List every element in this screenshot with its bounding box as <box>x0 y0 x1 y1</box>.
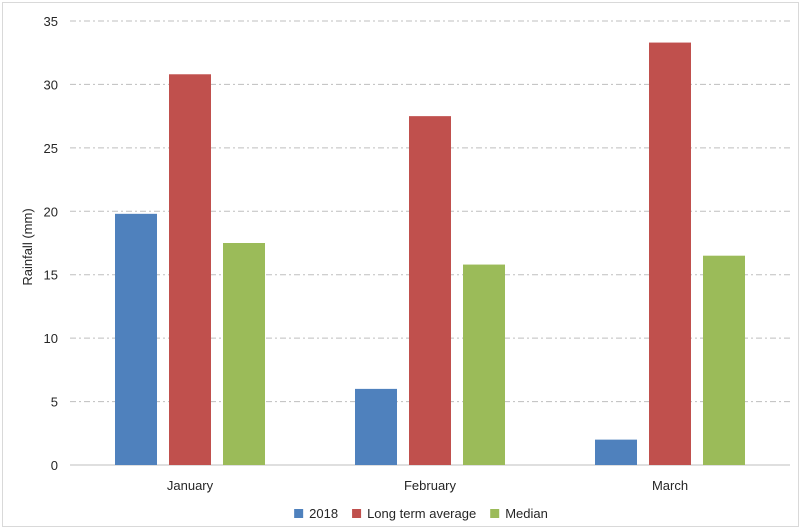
x-tick-label: February <box>404 478 457 493</box>
y-tick-label: 35 <box>44 14 58 29</box>
legend-item: Median <box>490 506 548 521</box>
legend-item: Long term average <box>352 506 476 521</box>
bar-long-term-average-march <box>649 42 691 466</box>
legend: 2018 Long term average Median <box>294 506 548 521</box>
legend-swatch <box>490 509 500 518</box>
y-tick-label: 10 <box>44 331 58 346</box>
legend-label: Long term average <box>367 506 476 521</box>
bar-median-january <box>223 243 265 465</box>
y-axis-title: Rainfall (mm) <box>20 208 35 285</box>
bar-2018-january <box>115 213 157 465</box>
legend-swatch <box>352 509 362 518</box>
x-tick-label: January <box>167 478 214 493</box>
y-tick-label: 0 <box>51 458 58 473</box>
bar-2018-march <box>595 439 637 465</box>
bar-long-term-average-february <box>409 116 451 466</box>
y-tick-label: 5 <box>51 395 58 410</box>
bars <box>115 42 745 466</box>
x-axis-ticks: January February March <box>167 478 688 493</box>
y-tick-label: 25 <box>44 141 58 156</box>
y-axis-ticks: 0 5 10 15 20 25 30 35 <box>44 14 58 473</box>
y-tick-label: 30 <box>44 77 58 92</box>
legend-swatch <box>294 509 304 518</box>
legend-item: 2018 <box>294 506 338 521</box>
y-tick-label: 15 <box>44 268 58 283</box>
bar-median-february <box>463 264 505 465</box>
bar-long-term-average-january <box>169 74 211 465</box>
x-tick-label: March <box>652 478 688 493</box>
bar-2018-february <box>355 388 397 465</box>
y-tick-label: 20 <box>44 204 58 219</box>
legend-label: Median <box>505 506 548 521</box>
legend-label: 2018 <box>309 506 338 521</box>
bar-median-march <box>703 255 745 465</box>
